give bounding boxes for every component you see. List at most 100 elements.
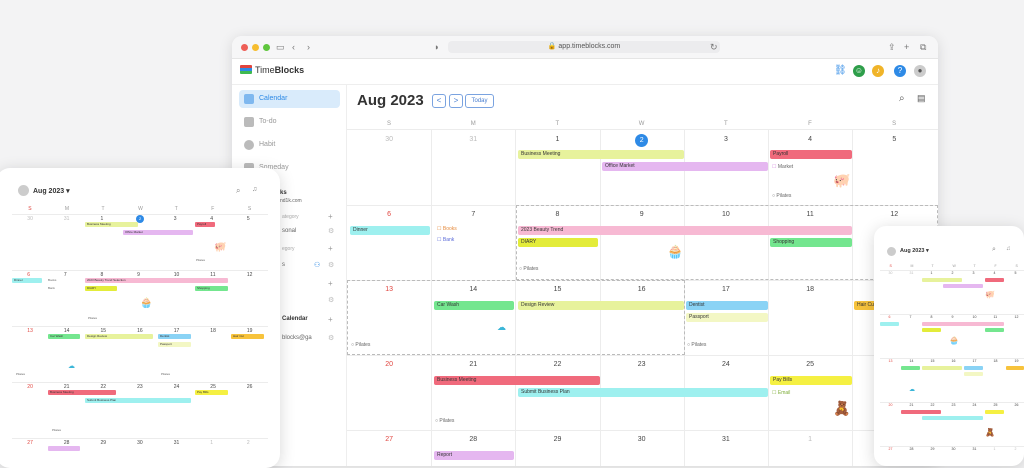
- day-number[interactable]: 27: [27, 440, 33, 446]
- habit-pilates[interactable]: Pilates: [196, 258, 206, 262]
- day-number[interactable]: 14: [469, 286, 478, 293]
- event-diary[interactable]: [922, 328, 941, 332]
- event-submit-business-plan[interactable]: Submit Business Plan: [518, 388, 768, 397]
- sidebar-item[interactable]: s: [282, 262, 285, 268]
- new-tab-icon[interactable]: +: [904, 42, 910, 52]
- checkbox-icon[interactable]: ☐: [772, 390, 777, 396]
- day-number[interactable]: 7: [909, 315, 912, 319]
- task-email[interactable]: ☐ Email: [772, 390, 790, 396]
- event-dentist[interactable]: Dentist: [158, 334, 191, 339]
- task-books[interactable]: ☐ Books: [437, 226, 457, 232]
- event-dentist[interactable]: [964, 366, 983, 370]
- day-number[interactable]: 18: [993, 359, 998, 363]
- habit-pilates[interactable]: ○ Pilates: [772, 193, 791, 199]
- sidebar-item-habit[interactable]: Habit: [239, 136, 340, 154]
- day-number[interactable]: 31: [469, 136, 478, 143]
- event-payroll[interactable]: Payroll: [195, 222, 215, 227]
- event-shopping[interactable]: Shopping: [195, 286, 228, 291]
- event-payroll[interactable]: [985, 278, 1004, 282]
- event-beauty-trend[interactable]: 2023 Beauty Trend: [518, 226, 852, 235]
- avatar[interactable]: [887, 247, 896, 256]
- day-number[interactable]: 29: [930, 447, 935, 451]
- sidebar-toggle-icon[interactable]: ▭: [276, 42, 285, 52]
- day-number[interactable]: 16: [951, 359, 956, 363]
- event-office-market[interactable]: [943, 284, 983, 288]
- add-icon[interactable]: +: [328, 279, 333, 288]
- event-office-market[interactable]: Office Market: [123, 230, 193, 235]
- event-report[interactable]: [48, 446, 80, 451]
- day-number[interactable]: 2: [951, 271, 954, 275]
- prev-month-button[interactable]: <: [432, 94, 446, 108]
- day-number[interactable]: 2: [246, 440, 250, 446]
- event-report[interactable]: Report: [434, 451, 514, 460]
- day-number[interactable]: 21: [63, 384, 70, 390]
- sidebar-item-todo[interactable]: To-do: [239, 113, 340, 131]
- circle-icon[interactable]: ○: [772, 193, 776, 199]
- day-number[interactable]: 20: [27, 384, 33, 390]
- day-number[interactable]: 16: [137, 328, 143, 334]
- task-books[interactable]: Books: [48, 278, 57, 282]
- maximize-window-button[interactable]: [263, 44, 270, 51]
- day-number[interactable]: 28: [469, 436, 478, 443]
- day-number[interactable]: 3: [723, 136, 728, 143]
- day-number[interactable]: 15: [553, 286, 562, 293]
- day-number[interactable]: 5: [1014, 271, 1017, 275]
- day-number[interactable]: 25: [806, 361, 814, 368]
- day-number[interactable]: 14: [63, 328, 70, 334]
- avatar[interactable]: ●: [914, 65, 926, 77]
- day-number[interactable]: 1: [555, 136, 560, 143]
- close-window-button[interactable]: [241, 44, 248, 51]
- day-number[interactable]: 14: [909, 359, 914, 363]
- day-number[interactable]: 17: [721, 286, 730, 293]
- today-button[interactable]: Today: [465, 94, 494, 108]
- sidebar-item-calendar[interactable]: Calendar: [239, 90, 340, 108]
- tabs-overview-icon[interactable]: ⧉: [920, 42, 927, 52]
- circle-icon[interactable]: ○: [519, 266, 523, 272]
- day-number[interactable]: 27: [385, 436, 393, 443]
- event-beauty-trend[interactable]: 2023 Beauty Trend Selection: [85, 278, 228, 283]
- team-icon[interactable]: ☺: [853, 65, 865, 77]
- day-number[interactable]: 27: [888, 447, 893, 451]
- habit-pilates[interactable]: Pilates: [88, 316, 98, 320]
- search-icon[interactable]: ⌕: [899, 93, 905, 104]
- people-icon[interactable]: ⚇: [314, 262, 321, 269]
- habit-pilates[interactable]: ○ Pilates: [435, 418, 454, 424]
- back-icon[interactable]: ‹: [292, 42, 295, 52]
- day-number[interactable]: 11: [993, 315, 998, 319]
- share-icon[interactable]: ⇪: [888, 42, 896, 52]
- day-number[interactable]: 20: [888, 403, 893, 407]
- day-number[interactable]: 10: [972, 315, 977, 319]
- day-number[interactable]: 23: [637, 361, 646, 368]
- checkbox-icon[interactable]: ☐: [772, 164, 777, 170]
- event-submit-business-plan[interactable]: Submit Business Plan: [85, 398, 191, 403]
- day-number[interactable]: 1: [100, 216, 104, 222]
- event-pay-bills[interactable]: Pay Bills: [195, 390, 228, 395]
- add-icon[interactable]: +: [328, 212, 333, 221]
- day-number[interactable]: 18: [806, 286, 814, 293]
- event-submit-business-plan[interactable]: [922, 416, 983, 420]
- day-number[interactable]: 5: [246, 216, 250, 222]
- day-number[interactable]: 30: [137, 440, 143, 446]
- day-number[interactable]: 20: [385, 361, 393, 368]
- day-number[interactable]: 31: [173, 440, 180, 446]
- day-number[interactable]: 9: [137, 272, 140, 278]
- event-passport[interactable]: Passport: [158, 342, 191, 347]
- day-number[interactable]: 25: [210, 384, 216, 390]
- event-design-review[interactable]: Design Review: [85, 334, 153, 339]
- day-number[interactable]: 1: [210, 440, 214, 446]
- day-number[interactable]: 10: [173, 272, 180, 278]
- day-number[interactable]: 10: [721, 211, 730, 218]
- day-number[interactable]: 28: [909, 447, 914, 451]
- circle-icon[interactable]: ○: [687, 342, 691, 348]
- day-number[interactable]: 8: [100, 272, 104, 278]
- forward-icon[interactable]: ›: [307, 42, 310, 52]
- event-business-meeting[interactable]: Business Meeting: [518, 150, 684, 159]
- help-icon[interactable]: ?: [894, 65, 906, 77]
- day-number[interactable]: 4: [993, 271, 996, 275]
- day-number[interactable]: 26: [246, 384, 253, 390]
- minimize-window-button[interactable]: [252, 44, 259, 51]
- bell-icon[interactable]: ♫: [1006, 246, 1011, 252]
- day-number[interactable]: 3: [972, 271, 975, 275]
- tablet-calendar-title[interactable]: Aug 2023 ▾: [33, 187, 70, 195]
- checkbox-icon[interactable]: ☐: [437, 226, 442, 232]
